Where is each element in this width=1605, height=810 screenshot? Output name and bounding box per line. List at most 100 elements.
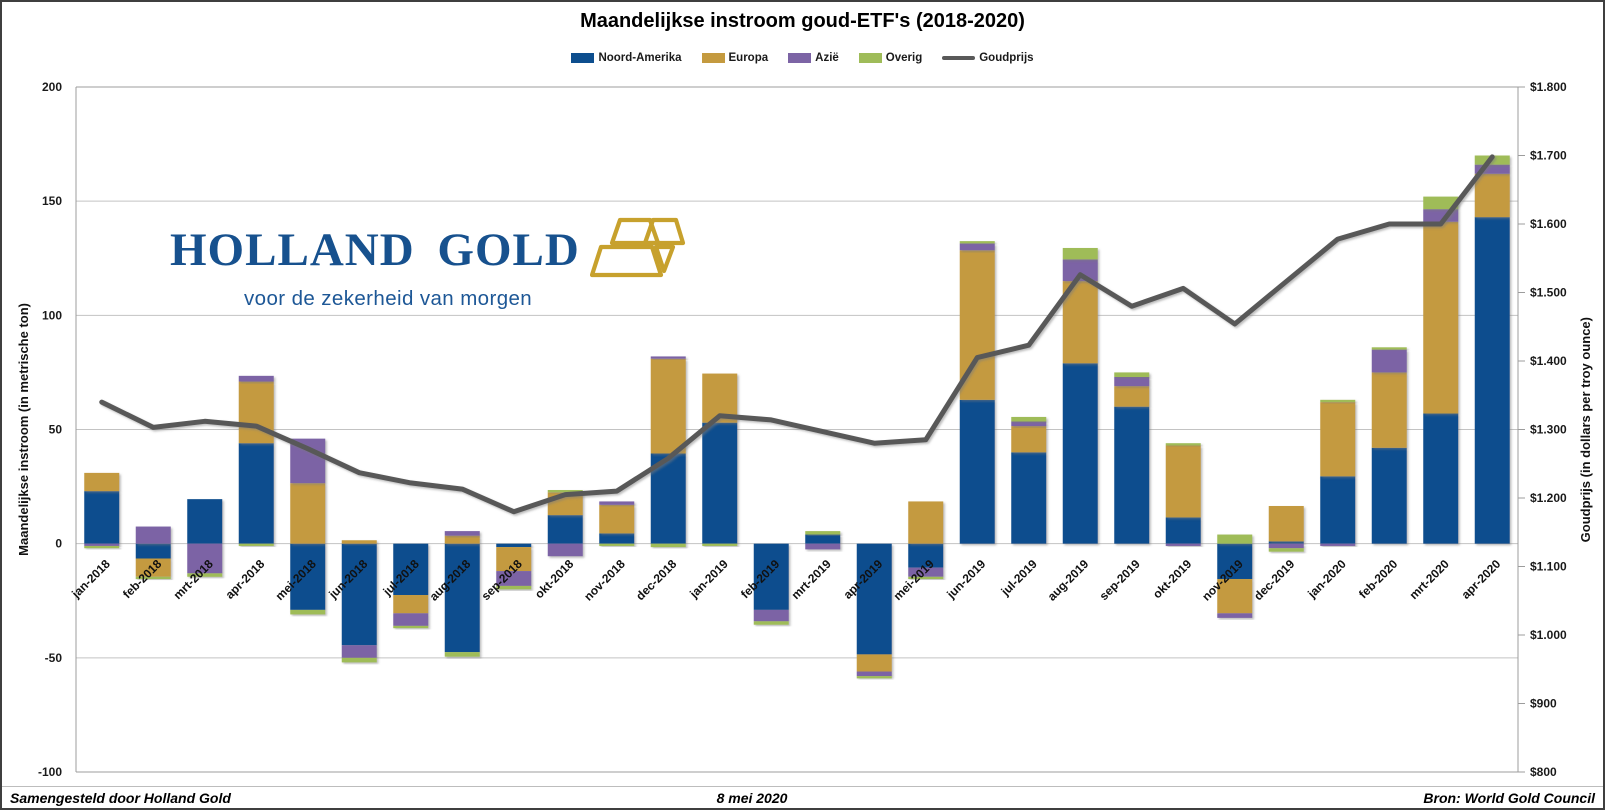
gold-bars-icon <box>589 216 686 285</box>
bar-segment-noord-amerika <box>1062 363 1098 544</box>
bar-segment-europa <box>1011 426 1047 453</box>
bar-segment-overig <box>753 621 789 625</box>
footer-source-right: Bron: World Gold Council <box>1423 790 1595 806</box>
logo-tagline: voor de zekerheid van morgen <box>244 287 533 310</box>
bar-segment-azi- <box>1371 349 1407 373</box>
chart-title: Maandelijkse instroom goud-ETF's (2018-2… <box>580 10 1025 32</box>
bar-segment-azi- <box>1114 376 1150 387</box>
bar-segment-azi- <box>856 671 892 677</box>
left-axis-tick-label: 50 <box>49 423 63 437</box>
right-axis-tick-label: $1.500 <box>1530 286 1567 300</box>
bar-segment-azi- <box>135 526 171 544</box>
bar-segment-europa <box>290 483 326 544</box>
bar-segment-azi- <box>753 609 789 622</box>
bar-segment-overig <box>496 585 532 590</box>
bar-segment-europa <box>650 358 686 454</box>
x-axis-label: dec-2019 <box>1251 557 1297 603</box>
bar-segment-azi- <box>1165 543 1201 546</box>
bar-segment-noord-amerika <box>908 543 944 568</box>
legend-label: Europa <box>728 52 769 64</box>
holland-gold-logo: HOLLAND GOLD voor de zekerheid van morge… <box>170 216 686 311</box>
bar-segment-overig <box>856 676 892 679</box>
bar-segment-europa <box>908 501 944 544</box>
bar-segment-noord-amerika <box>1114 406 1150 544</box>
bar-segment-overig <box>238 543 274 546</box>
legend-color-swatch <box>858 53 882 63</box>
bar-segment-overig <box>547 490 583 493</box>
bar-segment-overig <box>1165 443 1201 446</box>
x-axis-label: jan-2019 <box>686 557 731 602</box>
bar-segment-noord-amerika <box>1474 217 1510 544</box>
bar-segment-noord-amerika <box>1217 543 1253 580</box>
bar-segment-noord-amerika <box>702 422 738 544</box>
bar-segment-overig <box>290 609 326 615</box>
x-axis-label: sep-2019 <box>1097 557 1143 603</box>
right-axis-tick-label: $900 <box>1530 697 1557 711</box>
legend: Noord-Amerika Europa Azië Overig Goudprijs <box>2 52 1603 64</box>
right-axis-tick-label: $1.000 <box>1530 628 1567 642</box>
bar-segment-europa <box>1320 402 1356 477</box>
legend-item-goudprijs: Goudprijs <box>942 52 1034 64</box>
right-axis-tick-label: $800 <box>1530 765 1557 779</box>
bar-segment-azi- <box>805 543 841 550</box>
legend-label: Overig <box>885 52 923 64</box>
bar-segment-overig <box>135 576 171 580</box>
legend-item-overig: Overig <box>858 52 923 64</box>
bar-segment-overig <box>1114 372 1150 377</box>
bar-segment-europa <box>1268 505 1304 542</box>
bar-segment-europa <box>599 504 635 534</box>
bar-segment-overig <box>702 543 738 546</box>
goudprijs-line <box>99 154 1495 515</box>
bar-segment-europa <box>1217 579 1253 614</box>
bar-segment-noord-amerika <box>1011 452 1047 544</box>
bar-segment-europa <box>1114 386 1150 407</box>
bar-segment-azi- <box>599 501 635 505</box>
bar-segment-noord-amerika <box>84 491 120 544</box>
bar-segment-noord-amerika <box>135 543 171 559</box>
legend-label: Noord-Amerika <box>598 52 682 64</box>
x-axis-label: nov-2018 <box>581 557 628 604</box>
bar-segment-noord-amerika <box>238 443 274 544</box>
x-axis-label: jun-2019 <box>943 557 988 602</box>
bar-segment-noord-amerika <box>547 515 583 544</box>
bar-segment-azi- <box>1011 421 1047 427</box>
legend-item-noord-amerika: Noord-Amerika <box>571 52 682 64</box>
bar-segment-azi- <box>1474 164 1510 174</box>
bar-segment-azi- <box>238 375 274 382</box>
x-axis-label: aug-2019 <box>1045 557 1092 604</box>
bar-segment-europa <box>1423 221 1459 414</box>
right-axis-tick-label: $1.800 <box>1530 80 1567 94</box>
bar-segment-azi- <box>393 613 429 626</box>
left-axis-tick-label: -100 <box>38 765 62 779</box>
right-axis-title-wrap: Goudprijs (in dollars per troy ounce) <box>1570 87 1600 772</box>
bar-segment-noord-amerika <box>1268 541 1304 544</box>
legend-item-azi-: Azië <box>788 52 839 64</box>
bar-segment-noord-amerika <box>856 543 892 655</box>
bar-segment-noord-amerika <box>1320 476 1356 544</box>
left-axis-tick-label: 100 <box>42 308 62 322</box>
x-axis-label: okt-2019 <box>1150 557 1195 602</box>
bar-segment-europa <box>341 540 377 544</box>
bar-segment-overig <box>1423 196 1459 210</box>
bar-segment-overig <box>1011 416 1047 422</box>
footer-date: 8 mei 2020 <box>716 790 788 806</box>
legend-color-swatch <box>701 53 725 63</box>
bar-segment-azi- <box>1320 543 1356 546</box>
bar-segment-overig <box>1371 347 1407 350</box>
bar-segment-overig <box>444 652 480 657</box>
bar-segment-azi- <box>547 543 583 557</box>
bar-segment-noord-amerika <box>805 534 841 544</box>
x-axis-label: okt-2018 <box>532 557 577 602</box>
bar-segment-overig <box>84 545 120 549</box>
bar-segment-azi- <box>444 531 480 536</box>
legend-label: Goudprijs <box>979 52 1034 64</box>
bar-segment-noord-amerika <box>1423 413 1459 544</box>
bar-segment-azi- <box>650 356 686 359</box>
bar-segment-overig <box>805 531 841 535</box>
bar-segment-azi- <box>187 543 223 574</box>
bar-segment-overig <box>959 241 995 244</box>
bar-segment-noord-amerika <box>1165 517 1201 544</box>
bar-segment-overig <box>1062 247 1098 260</box>
bar-segment-noord-amerika <box>496 543 532 548</box>
